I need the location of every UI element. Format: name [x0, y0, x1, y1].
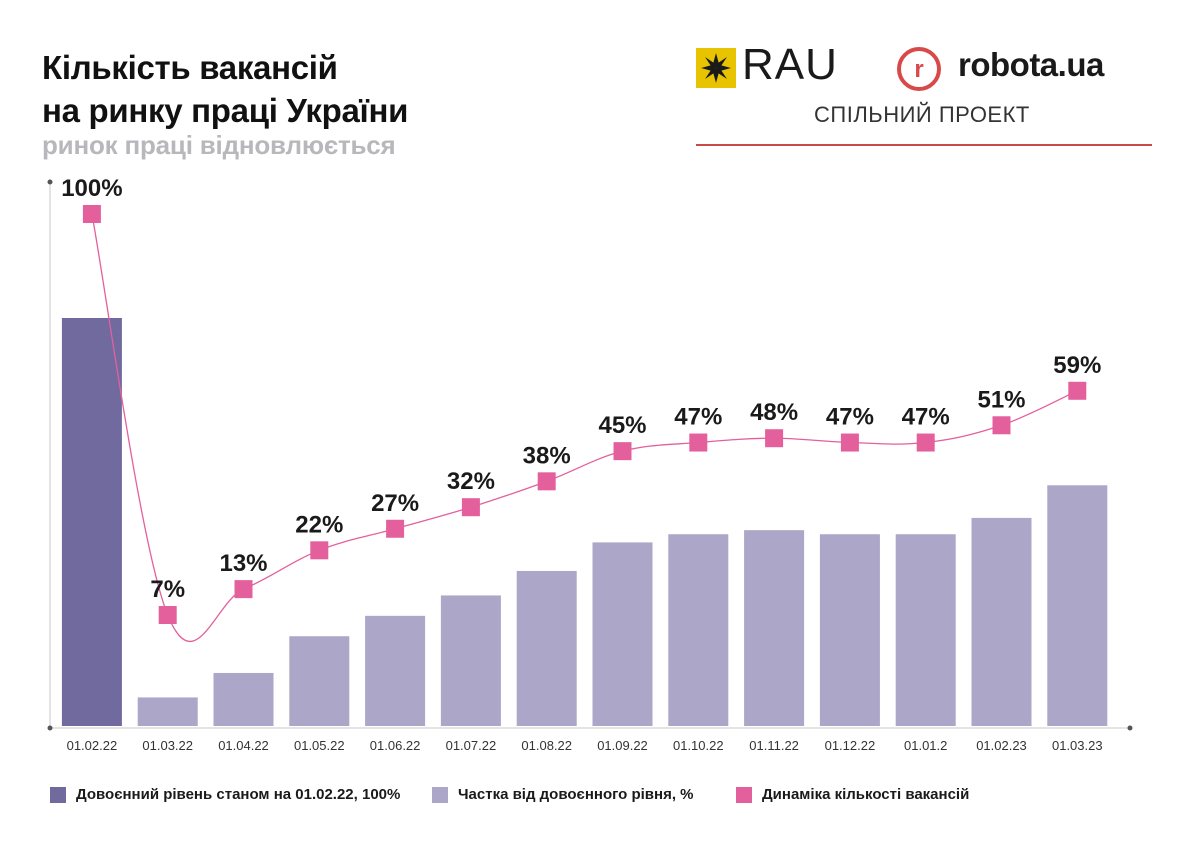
- data-label-01.06.22: 27%: [371, 490, 419, 517]
- dynamics-marker-01.10.22: [689, 433, 708, 452]
- data-label-01.07.22: 32%: [447, 468, 495, 495]
- legend-swatch-share: [432, 786, 448, 803]
- header-divider-line: [696, 144, 1152, 146]
- title-line-1: Кількість вакансій: [42, 49, 338, 86]
- dynamics-marker-01.11.22: [765, 429, 784, 448]
- bar-01.04.22: [213, 672, 274, 726]
- data-label-01.10.22: 47%: [674, 404, 722, 431]
- chart-title: Кількість вакансій на ринку праці Україн…: [42, 46, 408, 132]
- dynamics-marker-01.08.22: [537, 472, 556, 491]
- rau-logo-text: RAU: [742, 40, 838, 89]
- x-axis-end-dot: [1127, 725, 1133, 731]
- legend-label-dynamics: Динаміка кількості вакансій: [762, 786, 970, 803]
- rau-star-icon: [696, 48, 736, 88]
- chart-legend: Довоєнний рівень станом на 01.02.22, 100…: [0, 786, 1200, 816]
- chart-subtitle: ринок праці відновлюється: [42, 130, 396, 160]
- bar-01.09.22: [592, 542, 653, 726]
- x-tick-label-01.02.23: 01.02.23: [976, 738, 1027, 753]
- x-tick-label-01.09.22: 01.09.22: [597, 738, 648, 753]
- dynamics-marker-01.07.22: [461, 498, 480, 517]
- data-label-01.04.22: 13%: [219, 550, 267, 577]
- bar-01.05.22: [289, 636, 350, 726]
- x-tick-label-01.02.22: 01.02.22: [67, 738, 118, 753]
- legend-item-dynamics: Динаміка кількості вакансій: [736, 786, 969, 803]
- bar-01.03.22: [137, 697, 198, 726]
- legend-swatch-prewar: [50, 786, 66, 803]
- data-label-01.03.23: 59%: [1053, 352, 1101, 379]
- data-label-01.02.23: 51%: [977, 386, 1025, 413]
- bar-01.06.22: [365, 615, 426, 726]
- bar-01.12.22: [819, 534, 880, 726]
- logo-block: RAU r robota.ua СПІЛЬНИЙ ПРОЕКТ: [696, 40, 1156, 150]
- dynamics-marker-01.06.22: [386, 519, 405, 538]
- robota-r-icon: r: [897, 47, 941, 91]
- data-label-01.11.22: 48%: [750, 399, 798, 426]
- x-tick-label-01.07.22: 01.07.22: [446, 738, 497, 753]
- robota-icon-letter: r: [914, 56, 923, 83]
- data-label-01.05.22: 22%: [295, 511, 343, 538]
- title-line-2: на ринку праці України: [42, 92, 409, 129]
- y-axis-end-dot: [47, 179, 53, 185]
- bar-01.03.23: [1047, 485, 1108, 726]
- dynamics-marker-01.01.2: [916, 433, 935, 452]
- x-tick-label-01.05.22: 01.05.22: [294, 738, 345, 753]
- x-tick-label-01.04.22: 01.04.22: [218, 738, 269, 753]
- legend-label-share: Частка від довоєнного рівня, %: [458, 786, 694, 803]
- legend-label-prewar: Довоєнний рівень станом на 01.02.22, 100…: [76, 786, 401, 803]
- bar-01.10.22: [668, 534, 729, 726]
- bar-01.02.23: [971, 517, 1032, 726]
- bar-01.01.2: [895, 534, 956, 726]
- bar-01.08.22: [516, 570, 577, 726]
- data-label-01.12.22: 47%: [826, 404, 874, 431]
- dynamics-marker-01.03.23: [1068, 381, 1087, 400]
- x-tick-label-01.11.22: 01.11.22: [749, 738, 799, 753]
- x-tick-label-01.01.2: 01.01.2: [904, 738, 947, 753]
- legend-item-prewar: Довоєнний рівень станом на 01.02.22, 100…: [50, 786, 400, 803]
- bar-01.02.22: [61, 318, 122, 726]
- data-label-01.01.2: 47%: [902, 404, 950, 431]
- dynamics-marker-01.04.22: [234, 580, 253, 599]
- x-tick-label-01.12.22: 01.12.22: [825, 738, 876, 753]
- bar-01.07.22: [440, 595, 501, 726]
- data-label-01.09.22: 45%: [598, 412, 646, 439]
- dynamics-marker-01.09.22: [613, 442, 632, 461]
- axis-origin-dot: [47, 725, 53, 731]
- data-label-01.03.22: 7%: [150, 576, 185, 603]
- data-label-01.08.22: 38%: [523, 442, 571, 469]
- data-label-01.02.22: 100%: [61, 175, 122, 202]
- x-tick-label-01.10.22: 01.10.22: [673, 738, 724, 753]
- bar-01.11.22: [744, 530, 805, 726]
- legend-item-share: Частка від довоєнного рівня, %: [432, 786, 694, 803]
- dynamics-marker-01.12.22: [840, 433, 859, 452]
- joint-project-label: СПІЛЬНИЙ ПРОЕКТ: [814, 102, 1030, 127]
- robota-logo-text: robota.ua: [958, 46, 1104, 83]
- x-tick-label-01.03.22: 01.03.22: [142, 738, 193, 753]
- dynamics-marker-01.05.22: [310, 541, 329, 560]
- dynamics-line: [91, 213, 1078, 643]
- x-tick-label-01.06.22: 01.06.22: [370, 738, 421, 753]
- dynamics-marker-01.03.22: [158, 606, 177, 624]
- dynamics-marker-01.02.23: [992, 416, 1011, 435]
- legend-swatch-dynamics: [736, 786, 752, 803]
- x-tick-label-01.08.22: 01.08.22: [521, 738, 572, 753]
- x-tick-label-01.03.23: 01.03.23: [1052, 738, 1103, 753]
- dynamics-marker-01.02.22: [82, 205, 101, 223]
